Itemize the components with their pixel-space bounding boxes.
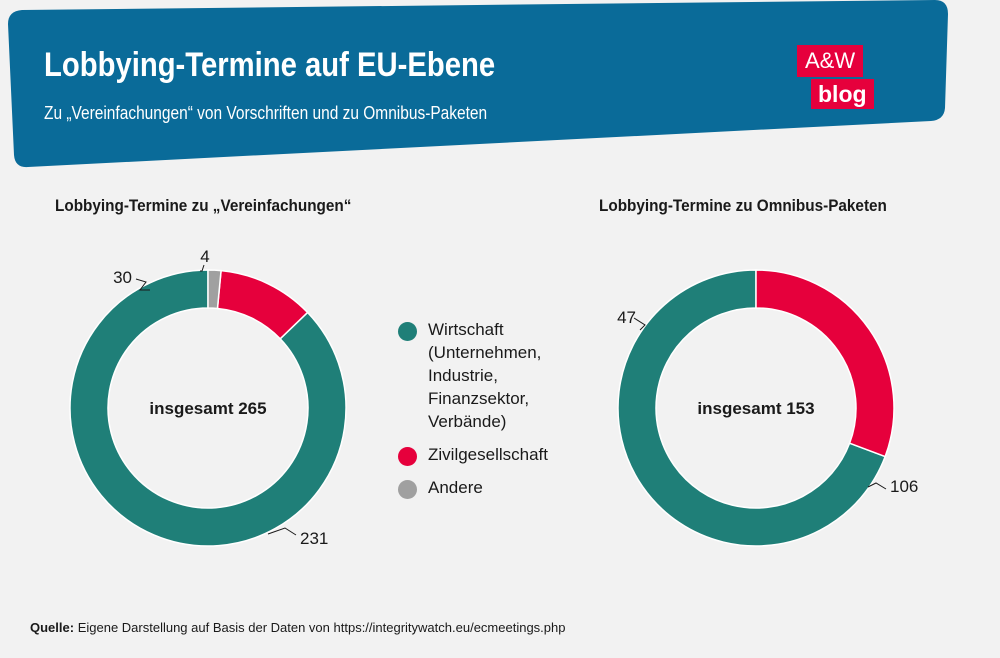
leader-line-vereinfachungen-andere xyxy=(200,264,205,272)
legend-item-zivilgesellschaft: Zivilgesellschaft xyxy=(398,443,578,466)
source-note: Quelle: Eigene Darstellung auf Basis der… xyxy=(30,620,565,635)
aw-blog-logo[interactable]: A&W blog xyxy=(797,45,877,111)
chart-title-vereinfachungen: Lobbying-Termine zu „Vereinfachungen“ xyxy=(55,196,352,215)
donut-slice-vereinfachungen-wirtschaft xyxy=(69,269,347,547)
donut-slice-vereinfachungen-andere xyxy=(207,269,222,310)
legend-swatch-andere xyxy=(398,480,417,499)
chart-title-omnibus: Lobbying-Termine zu Omnibus-Paketen xyxy=(599,196,887,215)
banner-shape xyxy=(8,0,948,168)
legend-label-wirtschaft: Wirtschaft (Unternehmen, Industrie, Fina… xyxy=(428,320,542,431)
center-total-omnibus: insgesamt 153 xyxy=(697,399,814,418)
source-label: Quelle: xyxy=(30,620,75,635)
page-title: Lobbying-Termine auf EU-Ebene xyxy=(44,46,496,84)
data-label-omnibus-zivilgesellschaft: 47 xyxy=(617,308,636,327)
source-text: Eigene Darstellung auf Basis der Daten v… xyxy=(74,620,566,635)
banner-background xyxy=(8,0,948,168)
donut-slice-omnibus-zivilgesellschaft xyxy=(755,269,895,458)
legend-swatch-wirtschaft xyxy=(398,322,417,341)
donut-slice-vereinfachungen-zivilgesellschaft xyxy=(216,269,309,340)
chart-legend: Wirtschaft (Unternehmen, Industrie, Fina… xyxy=(398,318,578,509)
center-total-vereinfachungen: insgesamt 265 xyxy=(149,399,266,418)
legend-swatch-zivilgesellschaft xyxy=(398,447,417,466)
legend-label-zivilgesellschaft: Zivilgesellschaft xyxy=(428,445,548,464)
leader-line-omnibus-wirtschaft xyxy=(867,482,887,490)
legend-item-andere: Andere xyxy=(398,476,578,499)
data-label-vereinfachungen-zivilgesellschaft: 30 xyxy=(113,268,132,287)
data-label-vereinfachungen-wirtschaft: 231 xyxy=(300,529,328,548)
logo-text-aw: A&W xyxy=(797,45,864,77)
leader-line-vereinfachungen-wirtschaft xyxy=(267,527,297,536)
page-subtitle: Zu „Vereinfachungen“ von Vorschriften un… xyxy=(44,103,488,123)
data-label-omnibus-wirtschaft: 106 xyxy=(890,477,918,496)
leader-line-omnibus-zivilgesellschaft xyxy=(633,317,646,331)
leader-line-vereinfachungen-zivilgesellschaft xyxy=(135,278,150,291)
logo-text-blog: blog xyxy=(811,79,874,109)
donut-slice-omnibus-wirtschaft xyxy=(617,269,887,547)
data-label-vereinfachungen-andere: 4 xyxy=(200,247,209,266)
header-banner: Lobbying-Termine auf EU-Ebene Zu „Verein… xyxy=(0,0,1000,175)
legend-item-wirtschaft: Wirtschaft (Unternehmen, Industrie, Fina… xyxy=(398,318,578,433)
legend-label-andere: Andere xyxy=(428,478,483,497)
